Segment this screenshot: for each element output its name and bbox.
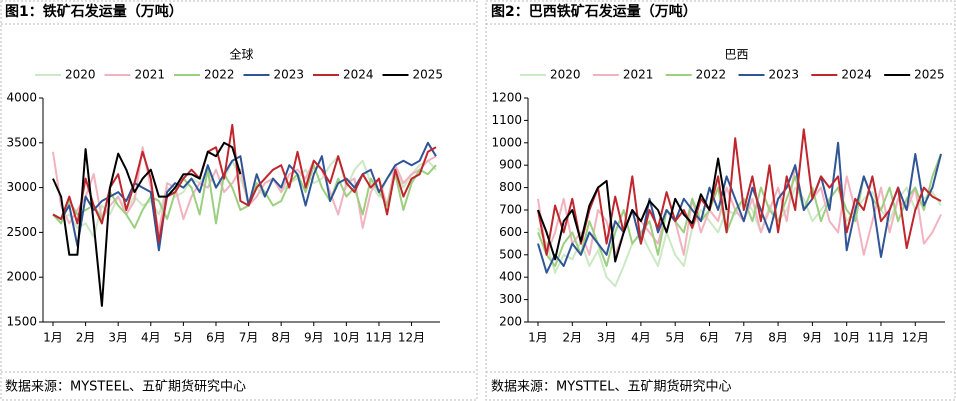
x-tick-label: 10月 <box>333 331 360 345</box>
x-tick-label: 5月 <box>665 331 685 345</box>
x-tick-label: 4月 <box>141 331 161 345</box>
x-tick-label: 11月 <box>867 331 894 345</box>
panel-frame <box>0 0 478 401</box>
x-tick-label: 2月 <box>76 331 96 345</box>
x-tick-label: 10月 <box>833 331 860 345</box>
y-tick-label: 300 <box>499 292 522 306</box>
y-tick-label: 3000 <box>6 180 37 194</box>
x-tick-label: 8月 <box>271 331 291 345</box>
series-line <box>52 164 437 229</box>
legend-label: 2023 <box>769 68 800 82</box>
x-tick-label: 9月 <box>803 331 823 345</box>
x-tick-label: 2月 <box>562 331 582 345</box>
series-line <box>52 146 437 234</box>
x-tick-label: 12月 <box>398 331 425 345</box>
legend-label: 2020 <box>65 68 96 82</box>
x-tick-label: 1月 <box>528 331 548 345</box>
y-tick-label: 1500 <box>6 315 37 329</box>
y-tick-label: 600 <box>499 225 522 239</box>
legend-label: 2025 <box>914 68 945 82</box>
y-tick-label: 200 <box>499 315 522 329</box>
x-tick-label: 3月 <box>597 331 617 345</box>
series-line <box>537 186 942 288</box>
x-tick-label: 9月 <box>304 331 324 345</box>
y-tick-label: 1200 <box>491 91 522 105</box>
legend-label: 2021 <box>623 68 654 82</box>
y-tick-label: 400 <box>499 270 522 284</box>
series-line <box>537 164 942 256</box>
y-tick-label: 500 <box>499 247 522 261</box>
x-tick-label: 8月 <box>768 331 788 345</box>
series-line <box>52 141 242 307</box>
x-tick-label: 12月 <box>902 331 929 345</box>
panel-frame <box>485 0 956 401</box>
x-tick-label: 5月 <box>174 331 194 345</box>
legend-label: 2025 <box>413 68 444 82</box>
source-note: 数据来源：MYSTEEL、五矿期货研究中心 <box>5 379 246 395</box>
x-tick-label: 3月 <box>108 331 128 345</box>
series-line <box>537 157 728 263</box>
series-line <box>537 153 942 267</box>
y-tick-label: 4000 <box>6 91 37 105</box>
x-tick-label: 6月 <box>700 331 720 345</box>
legend-label: 2022 <box>696 68 727 82</box>
y-tick-label: 800 <box>499 180 522 194</box>
y-tick-label: 2500 <box>6 225 37 239</box>
x-tick-label: 7月 <box>734 331 754 345</box>
legend-label: 2021 <box>135 68 166 82</box>
chart-title: 巴西 <box>724 48 748 62</box>
panel-heading: 图1：铁矿石发运量（万吨） <box>5 3 183 20</box>
x-tick-label: 7月 <box>239 331 259 345</box>
y-tick-label: 1000 <box>491 135 522 149</box>
legend-label: 2024 <box>343 68 374 82</box>
y-tick-label: 900 <box>499 158 522 172</box>
legend-label: 2020 <box>550 68 581 82</box>
series-line <box>52 141 437 252</box>
y-tick-label: 3500 <box>6 135 37 149</box>
y-tick-label: 1100 <box>491 113 522 127</box>
y-tick-label: 700 <box>499 203 522 217</box>
x-tick-label: 1月 <box>43 331 63 345</box>
legend-label: 2022 <box>204 68 235 82</box>
y-tick-label: 2000 <box>6 270 37 284</box>
series-line <box>537 141 942 274</box>
panel-heading: 图2：巴西铁矿石发运量（万吨） <box>491 3 697 20</box>
series-line <box>52 123 437 243</box>
x-tick-label: 4月 <box>631 331 651 345</box>
x-tick-label: 11月 <box>365 331 392 345</box>
x-tick-label: 6月 <box>206 331 226 345</box>
series-line <box>537 128 942 256</box>
legend-label: 2023 <box>274 68 305 82</box>
source-note: 数据来源：MYSTTEL、五矿期货研究中心 <box>491 379 732 395</box>
legend-label: 2024 <box>841 68 872 82</box>
chart-title: 全球 <box>229 47 253 62</box>
